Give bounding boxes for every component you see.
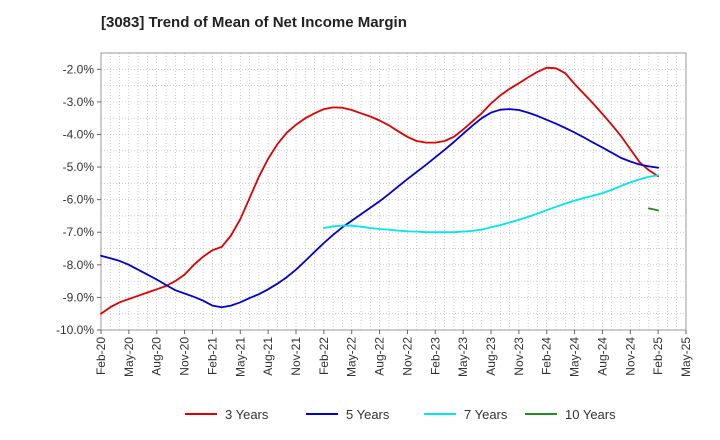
- x-tick-label: Feb-24: [540, 337, 554, 375]
- y-tick-label: -9.0%: [63, 290, 95, 304]
- y-tick-label: -5.0%: [63, 160, 95, 174]
- y-tick-label: -8.0%: [63, 258, 95, 272]
- x-tick-label: Nov-22: [400, 337, 414, 376]
- x-tick-label: Feb-25: [651, 337, 665, 375]
- legend-label: 10 Years: [565, 407, 616, 422]
- legend-label: 7 Years: [464, 407, 508, 422]
- y-axis-tick-labels: -2.0% -3.0% -4.0% -5.0% -6.0% -7.0% -8.0% -9.0%…: [56, 62, 101, 337]
- x-tick-label: Aug-23: [484, 337, 498, 376]
- y-tick-label: -4.0%: [63, 127, 95, 141]
- legend-label: 3 Years: [225, 407, 269, 422]
- x-tick-label: May-22: [345, 337, 359, 377]
- x-axis-tick-labels: Feb-20 May-20 Aug-20 Nov-20 Feb-21 May-21 Aug-…: [94, 330, 693, 377]
- x-tick-label: May-21: [233, 337, 247, 377]
- x-tick-label: Aug-21: [261, 337, 275, 376]
- y-tick-label: -6.0%: [63, 193, 95, 207]
- x-tick-label: Aug-20: [150, 337, 164, 376]
- x-tick-label: Feb-23: [428, 337, 442, 375]
- legend-label: 5 Years: [346, 407, 390, 422]
- x-tick-label: Nov-24: [623, 337, 637, 376]
- plot-frame: [100, 52, 687, 331]
- series-line-5-years: [100, 108, 659, 309]
- x-tick-label: Feb-22: [317, 337, 331, 375]
- x-tick-label: May-23: [456, 337, 470, 377]
- x-tick-label: Aug-22: [373, 337, 387, 376]
- x-tick-label: Nov-21: [289, 337, 303, 376]
- x-tick-label: May-20: [122, 337, 136, 377]
- x-tick-label: Feb-20: [94, 337, 108, 375]
- series-line-3-years: [100, 66, 659, 315]
- x-tick-label: Nov-20: [178, 337, 192, 376]
- y-tick-label: -3.0%: [63, 95, 95, 109]
- series-line-10-years: [648, 207, 659, 212]
- x-tick-label: Feb-21: [205, 337, 219, 375]
- chart-title: [3083] Trend of Mean of Net Income Margi…: [101, 14, 407, 31]
- x-tick-label: May-24: [568, 337, 582, 377]
- y-tick-label: -10.0%: [56, 323, 94, 337]
- y-tick-label: -2.0%: [63, 62, 95, 76]
- legend: 3 Years 5 Years 7 Years 10 Years: [185, 407, 616, 422]
- series-line-7-years: [323, 174, 659, 234]
- x-tick-label: Nov-23: [512, 337, 526, 376]
- series-layer: [100, 66, 659, 315]
- y-tick-label: -7.0%: [63, 225, 95, 239]
- x-tick-label: May-25: [679, 337, 693, 377]
- x-tick-label: Aug-24: [595, 337, 609, 376]
